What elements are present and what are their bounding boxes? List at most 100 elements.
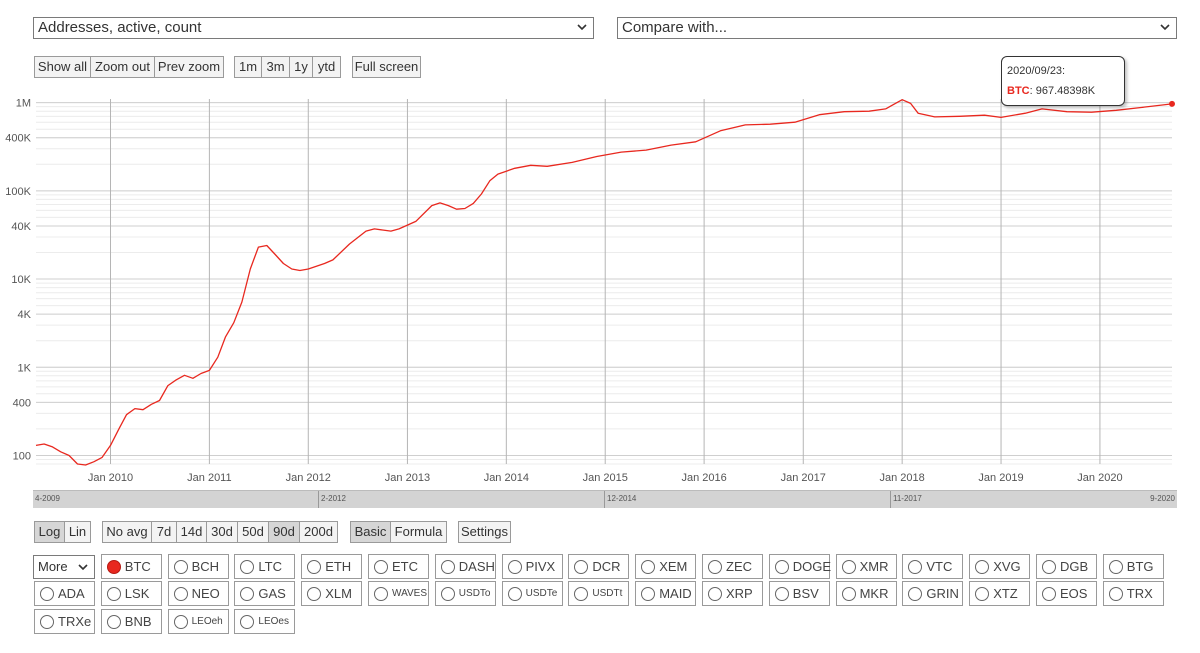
- settings-button[interactable]: Settings: [458, 521, 511, 543]
- radio-circle-icon: [774, 560, 789, 574]
- coin-checkbox-grin[interactable]: GRIN: [902, 581, 964, 606]
- radio-circle-icon: [1108, 560, 1123, 574]
- lin-scale-button[interactable]: Lin: [64, 521, 91, 543]
- coin-label: DCR: [592, 559, 621, 574]
- coin-label: NEO: [191, 586, 220, 601]
- coin-checkbox-leoes[interactable]: LEOes: [234, 609, 296, 634]
- radio-circle-icon: [307, 587, 322, 601]
- x-tick-label: Jan 2018: [880, 472, 925, 484]
- chart-area[interactable]: 100 400 1K 4K 10K 40K 100K 400K 1M Jan 2010 Jan 2…: [0, 0, 1200, 490]
- radio-circle-icon: [106, 615, 121, 629]
- coin-label: DOGE: [792, 559, 832, 574]
- fullscreen-button[interactable]: Full screen: [352, 56, 421, 78]
- coin-checkbox-trxe[interactable]: TRXe: [34, 609, 95, 634]
- radio-circle-icon: [240, 615, 255, 629]
- navigator-label: 2-2012: [321, 494, 346, 503]
- log-scale-button[interactable]: Log: [34, 521, 65, 543]
- radio-circle-icon: [440, 560, 455, 574]
- compare-select-value: Compare with...: [622, 19, 728, 36]
- coin-checkbox-usdte[interactable]: USDTe: [501, 581, 563, 606]
- y-tick-label: 100K: [5, 186, 31, 198]
- coin-checkbox-gas[interactable]: GAS: [234, 581, 296, 606]
- coin-checkbox-neo[interactable]: NEO: [167, 581, 229, 606]
- radio-circle-icon: [307, 560, 322, 574]
- coin-checkbox-xlm[interactable]: XLM: [301, 581, 363, 606]
- basic-mode-button[interactable]: Basic: [350, 521, 391, 543]
- range-ytd-button[interactable]: ytd: [312, 56, 341, 78]
- coin-label: LEOes: [258, 616, 289, 627]
- radio-circle-icon: [641, 560, 656, 574]
- avg-200d-button[interactable]: 200d: [299, 521, 338, 543]
- coin-label: BCH: [191, 559, 220, 574]
- coin-checkbox-trx[interactable]: TRX: [1102, 581, 1164, 606]
- avg-none-button[interactable]: No avg: [102, 521, 152, 543]
- coin-checkbox-eth[interactable]: ETH: [301, 554, 363, 579]
- coin-checkbox-bnb[interactable]: BNB: [100, 609, 162, 634]
- coin-checkbox-dash[interactable]: DASH: [434, 554, 496, 579]
- y-tick-label: 40K: [11, 221, 31, 233]
- avg-90d-button[interactable]: 90d: [268, 521, 300, 543]
- tooltip-series: BTC: [1007, 85, 1030, 97]
- coin-checkbox-pivx[interactable]: PIVX: [501, 554, 563, 579]
- coin-checkbox-btc[interactable]: BTC: [100, 554, 162, 579]
- metric-select-value: Addresses, active, count: [38, 19, 202, 36]
- x-tick-label: Jan 2013: [385, 472, 430, 484]
- x-tick-label: Jan 2012: [286, 472, 331, 484]
- coin-label: XLM: [325, 586, 352, 601]
- coin-checkbox-ada[interactable]: ADA: [34, 581, 95, 606]
- coin-checkbox-bch[interactable]: BCH: [167, 554, 229, 579]
- radio-circle-icon: [40, 587, 54, 601]
- metric-select[interactable]: Addresses, active, count: [33, 17, 594, 39]
- coin-checkbox-mkr[interactable]: MKR: [835, 581, 897, 606]
- coin-checkbox-leoeh[interactable]: LEOeh: [167, 609, 229, 634]
- coin-checkbox-xvg[interactable]: XVG: [969, 554, 1031, 579]
- avg-50d-button[interactable]: 50d: [237, 521, 269, 543]
- coin-checkbox-xrp[interactable]: XRP: [702, 581, 763, 606]
- range-1y-button[interactable]: 1y: [289, 56, 313, 78]
- x-tick-label: Jan 2011: [187, 472, 231, 484]
- avg-14d-button[interactable]: 14d: [176, 521, 207, 543]
- coin-label: MAID: [659, 586, 692, 601]
- radio-circle-icon: [574, 587, 589, 601]
- avg-7d-button[interactable]: 7d: [151, 521, 177, 543]
- coin-checkbox-usdtt[interactable]: USDTt: [568, 581, 630, 606]
- coin-checkbox-etc[interactable]: ETC: [368, 554, 429, 579]
- coin-checkbox-xem[interactable]: XEM: [635, 554, 697, 579]
- coin-label: PIVX: [525, 559, 556, 574]
- y-tick-label: 100: [13, 450, 31, 462]
- series-endpoint-marker: [1169, 100, 1175, 107]
- compare-select[interactable]: Compare with...: [617, 17, 1177, 39]
- coin-checkbox-vtc[interactable]: VTC: [902, 554, 964, 579]
- radio-circle-icon: [708, 587, 722, 601]
- prev-zoom-button[interactable]: Prev zoom: [154, 56, 224, 78]
- coin-label: BTC: [124, 559, 151, 574]
- coin-checkbox-ltc[interactable]: LTC: [234, 554, 296, 579]
- radio-circle-icon: [574, 560, 589, 574]
- radio-circle-icon: [106, 587, 121, 601]
- coin-checkbox-bsv[interactable]: BSV: [768, 581, 830, 606]
- coin-checkbox-dgb[interactable]: DGB: [1036, 554, 1097, 579]
- coin-checkbox-xtz[interactable]: XTZ: [969, 581, 1031, 606]
- coin-checkbox-btg[interactable]: BTG: [1102, 554, 1164, 579]
- coin-checkbox-maid[interactable]: MAID: [635, 581, 697, 606]
- coin-checkbox-dcr[interactable]: DCR: [568, 554, 630, 579]
- range-1m-button[interactable]: 1m: [234, 56, 262, 78]
- coin-label: LTC: [258, 559, 282, 574]
- coin-checkbox-waves[interactable]: WAVES: [368, 581, 429, 606]
- coin-label: ETC: [392, 559, 418, 574]
- coin-checkbox-lsk[interactable]: LSK: [100, 581, 162, 606]
- coin-checkbox-doge[interactable]: DOGE: [768, 554, 832, 579]
- coin-checkbox-eos[interactable]: EOS: [1036, 581, 1097, 606]
- series-line-btc: [35, 99, 1173, 466]
- radio-circle-icon: [841, 560, 856, 574]
- coin-checkbox-xmr[interactable]: XMR: [835, 554, 897, 579]
- more-select[interactable]: More: [33, 555, 95, 579]
- formula-mode-button[interactable]: Formula: [390, 521, 447, 543]
- y-tick-label: 400: [13, 397, 31, 409]
- coin-checkbox-zec[interactable]: ZEC: [702, 554, 763, 579]
- time-navigator[interactable]: 4-2009 2-2012 12-2014 11-2017 9-2020: [33, 490, 1177, 508]
- avg-30d-button[interactable]: 30d: [206, 521, 238, 543]
- coin-checkbox-usdto[interactable]: USDTo: [434, 581, 496, 606]
- radio-circle-icon: [374, 587, 388, 601]
- coin-label: TRXe: [58, 614, 92, 629]
